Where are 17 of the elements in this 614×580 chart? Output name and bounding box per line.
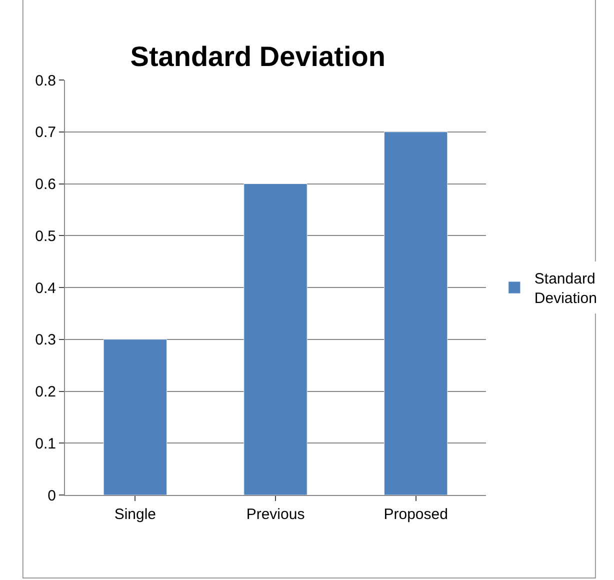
y-tick-label: 0.1 bbox=[35, 435, 56, 452]
y-tick-label: 0.5 bbox=[35, 228, 56, 245]
y-tick-label: 0.4 bbox=[35, 280, 56, 297]
y-tick-label: 0.8 bbox=[35, 72, 56, 90]
bar bbox=[244, 184, 308, 495]
y-tick-label: 0 bbox=[48, 487, 56, 504]
legend-label: Standard Deviation bbox=[534, 270, 597, 308]
y-tick-label: 0.6 bbox=[35, 176, 56, 193]
x-tick-label: Single bbox=[114, 506, 156, 523]
y-tick-label: 0.2 bbox=[35, 384, 56, 400]
x-tick-label: Previous bbox=[246, 506, 305, 523]
y-tick-label: 0.7 bbox=[35, 124, 56, 142]
x-tick-label: Proposed bbox=[384, 506, 448, 523]
bar bbox=[384, 132, 448, 495]
y-tick-label: 0.3 bbox=[35, 332, 56, 349]
chart-title: Standard Deviation bbox=[130, 41, 386, 72]
bar bbox=[103, 339, 167, 495]
